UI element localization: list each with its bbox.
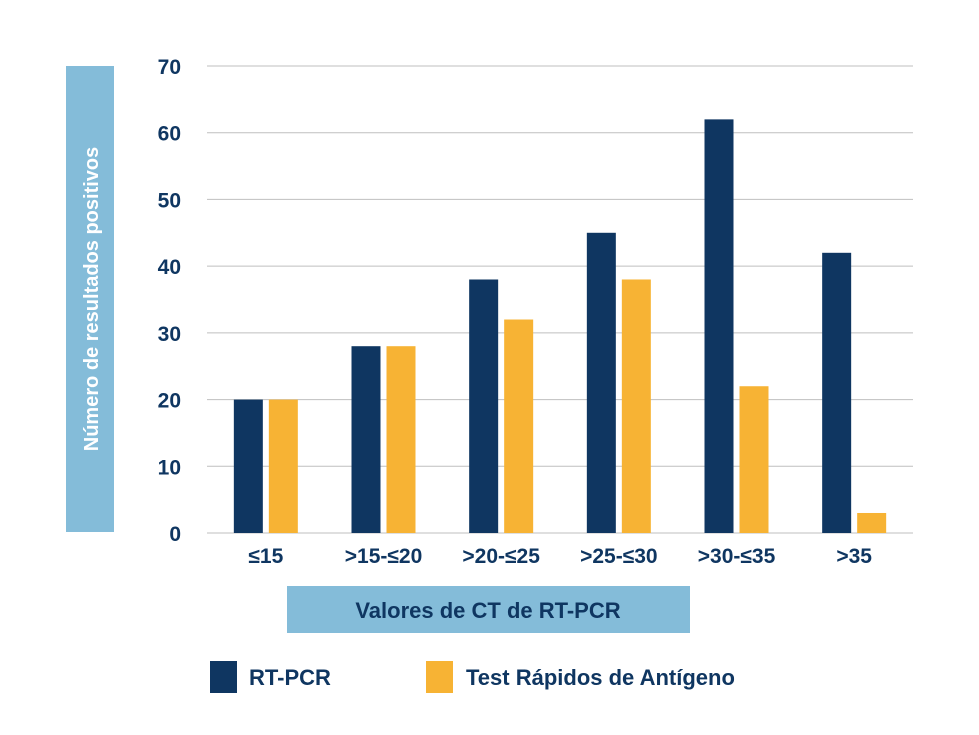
y-axis-label: Número de resultados positivos (81, 147, 103, 452)
y-axis-ticks: 0 10 20 30 40 50 60 70 (158, 56, 181, 546)
y-axis-label-box (66, 66, 114, 532)
legend-label-antigeno: Test Rápidos de Antígeno (466, 665, 735, 690)
x-axis-ticks: ≤15 >15-≤20 >20-≤25 >25-≤30 >30-≤35 >35 (248, 545, 872, 568)
bar-rt-pcr (469, 279, 499, 533)
y-tick-label: 40 (158, 256, 181, 279)
legend-label-rt-pcr: RT-PCR (249, 665, 331, 690)
x-tick-label: >35 (836, 545, 872, 568)
bar-rt-pcr (351, 346, 381, 533)
y-tick-label: 50 (158, 189, 181, 212)
bar-antigeno (386, 346, 416, 533)
y-tick-label: 70 (158, 56, 181, 79)
legend-swatch-rt-pcr (210, 661, 237, 693)
bar-antigeno (857, 512, 887, 533)
y-tick-label: 60 (158, 123, 181, 146)
x-axis-label-box (287, 586, 690, 633)
bar-antigeno (621, 279, 651, 533)
bar-rt-pcr (233, 399, 263, 533)
bar-antigeno (268, 399, 298, 533)
x-tick-label: >30-≤35 (698, 545, 776, 568)
x-tick-label: >20-≤25 (462, 545, 540, 568)
bars (233, 119, 887, 534)
y-tick-label: 10 (158, 456, 181, 479)
y-tick-label: 20 (158, 390, 181, 413)
y-tick-label: 30 (158, 323, 181, 346)
bar-rt-pcr (586, 232, 616, 534)
y-tick-label: 0 (169, 523, 181, 546)
bar-antigeno (739, 386, 769, 533)
bar-rt-pcr (822, 252, 852, 534)
x-axis-label: Valores de CT de RT-PCR (355, 598, 620, 623)
bar-rt-pcr (704, 119, 734, 533)
gridlines (207, 65, 913, 534)
bar-antigeno (504, 319, 534, 533)
x-tick-label: >25-≤30 (580, 545, 658, 568)
x-tick-label: >15-≤20 (345, 545, 423, 568)
legend: RT-PCR Test Rápidos de Antígeno (210, 661, 735, 693)
legend-swatch-antigeno (426, 661, 453, 693)
x-tick-label: ≤15 (248, 545, 283, 568)
